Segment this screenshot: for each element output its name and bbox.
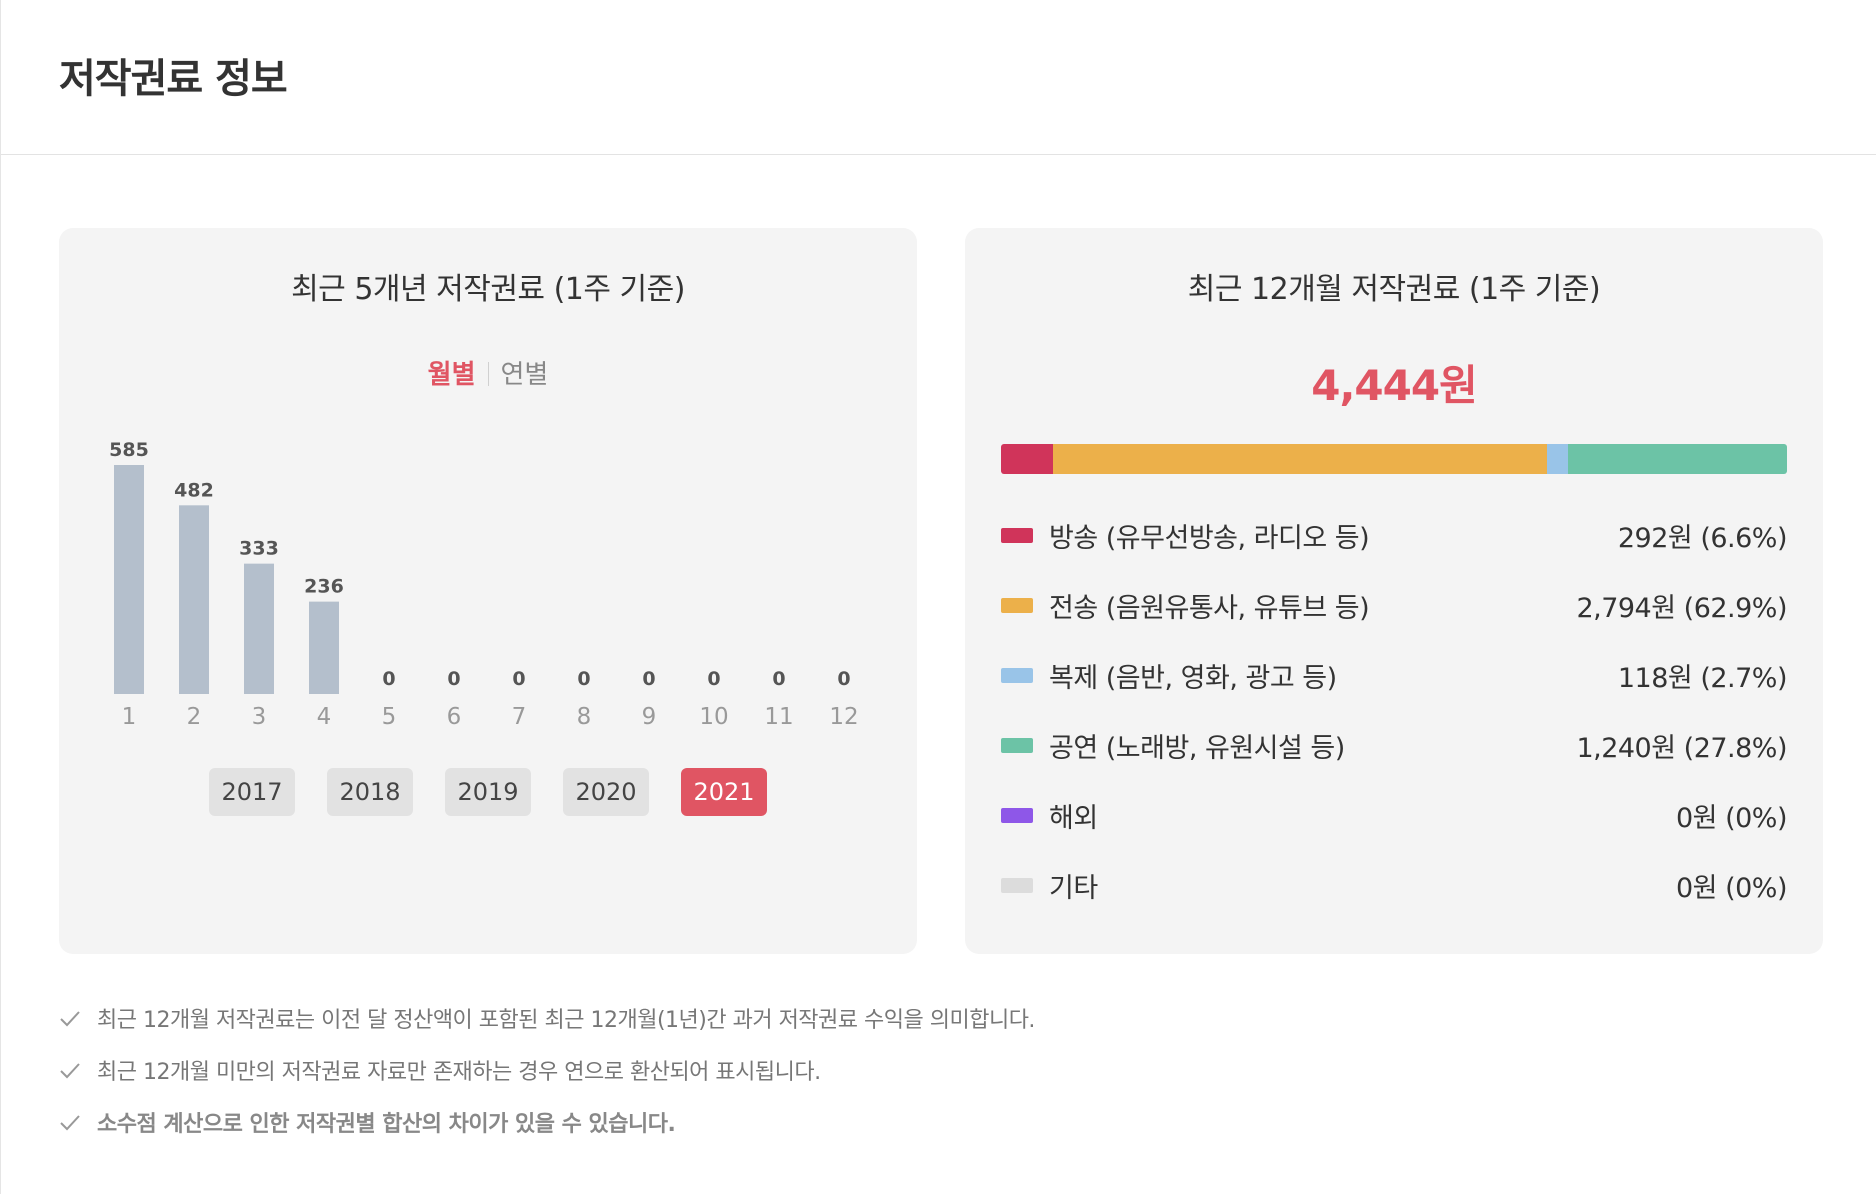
legend-label: 해외 xyxy=(1049,802,1098,834)
month-tick-label: 8 xyxy=(577,704,592,730)
legend-row: 전송 (음원유통사, 유튜브 등) 2,794원 (62.9%) xyxy=(1001,570,1787,640)
month-tick-label: 9 xyxy=(642,704,657,730)
bar-month-1 xyxy=(114,465,144,694)
period-toggle: 월별 연별 xyxy=(59,354,917,391)
month-tick-label: 6 xyxy=(447,704,462,730)
note-item: 최근 12개월 저작권료는 이전 달 정산액이 포함된 최근 12개월(1년)간… xyxy=(59,992,1035,1044)
month-tick-label: 2 xyxy=(187,704,202,730)
bar-value-label: 236 xyxy=(304,576,344,598)
year-selector: 2017 2018 2019 2020 2021 xyxy=(59,768,917,816)
year-button-2018[interactable]: 2018 xyxy=(327,768,413,816)
yearly-toggle[interactable]: 연별 xyxy=(500,360,549,390)
legend-swatch xyxy=(1001,807,1033,823)
legend-swatch xyxy=(1001,877,1033,893)
year-button-2020[interactable]: 2020 xyxy=(563,768,649,816)
total-royalty-amount: 4,444원 xyxy=(1311,361,1478,410)
month-tick-label: 5 xyxy=(382,704,397,730)
twelve-month-panel-title: 최근 12개월 저작권료 (1주 기준) xyxy=(1187,272,1601,307)
legend-value: 0원 (0%) xyxy=(1675,872,1788,904)
legend-swatch xyxy=(1001,527,1033,543)
bar-month-2 xyxy=(179,505,209,694)
bar-value-label: 0 xyxy=(837,668,850,690)
note-text: 최근 12개월 저작권료는 이전 달 정산액이 포함된 최근 12개월(1년)간… xyxy=(97,1008,1035,1033)
bar-value-label: 0 xyxy=(707,668,720,690)
year-button-2017[interactable]: 2017 xyxy=(209,768,295,816)
legend-value: 292원 (6.6%) xyxy=(1617,522,1788,554)
monthly-toggle[interactable]: 월별 xyxy=(427,360,476,390)
legend-value: 0원 (0%) xyxy=(1675,802,1788,834)
twelve-month-royalty-panel: 최근 12개월 저작권료 (1주 기준) 4,444원 방송 (유무선방송, 라… xyxy=(965,228,1823,954)
legend-row: 해외 0원 (0%) xyxy=(1001,780,1788,850)
month-tick-label: 12 xyxy=(829,704,858,730)
note-item: 소수점 계산으로 인한 저작권별 합산의 차이가 있을 수 있습니다. xyxy=(59,1096,1035,1148)
month-tick-label: 7 xyxy=(512,704,527,730)
legend-row: 기타 0원 (0%) xyxy=(1001,850,1788,920)
royalty-share-stacked-bar xyxy=(1001,444,1787,474)
legend-label: 복제 (음반, 영화, 광고 등) xyxy=(1049,662,1337,694)
toggle-divider xyxy=(487,362,489,386)
stack-segment xyxy=(1568,444,1787,474)
page-header: 저작권료 정보 xyxy=(1,0,1876,155)
month-tick-label: 11 xyxy=(764,704,793,730)
check-icon xyxy=(60,1063,80,1079)
bar-value-label: 0 xyxy=(447,668,460,690)
check-icon xyxy=(60,1115,80,1131)
legend-label: 기타 xyxy=(1049,872,1098,904)
bar-value-label: 0 xyxy=(772,668,785,690)
bar-value-label: 0 xyxy=(577,668,590,690)
legend-value: 118원 (2.7%) xyxy=(1617,662,1788,694)
legend-row: 공연 (노래방, 유원시설 등) 1,240원 (27.8%) xyxy=(1001,710,1787,780)
bar-month-3 xyxy=(244,563,274,694)
legend-swatch xyxy=(1001,667,1033,683)
month-tick-label: 3 xyxy=(252,704,267,730)
five-year-royalty-panel: 최근 5개년 저작권료 (1주 기준) 월별 연별 585 1 482 2 333 3 236… xyxy=(59,228,917,954)
note-item: 최근 12개월 미만의 저작권료 자료만 존재하는 경우 연으로 환산되어 표시… xyxy=(59,1044,1035,1096)
year-button-2021[interactable]: 2021 xyxy=(681,768,767,816)
royalty-category-legend: 방송 (유무선방송, 라디오 등) 292원 (6.6%) 전송 (음원유통사, 유… xyxy=(1001,500,1788,920)
stack-segment xyxy=(1547,444,1569,474)
bar-value-label: 0 xyxy=(642,668,655,690)
bar-value-label: 0 xyxy=(512,668,525,690)
bar-value-label: 585 xyxy=(109,439,149,461)
bar-value-label: 0 xyxy=(382,668,395,690)
notes-list: 최근 12개월 저작권료는 이전 달 정산액이 포함된 최근 12개월(1년)간… xyxy=(59,992,1035,1148)
legend-value: 1,240원 (27.8%) xyxy=(1576,732,1787,764)
month-tick-label: 1 xyxy=(122,704,137,730)
bar-month-4 xyxy=(309,601,339,694)
legend-row: 복제 (음반, 영화, 광고 등) 118원 (2.7%) xyxy=(1001,640,1788,710)
legend-swatch xyxy=(1001,597,1033,613)
stack-segment xyxy=(1052,444,1548,474)
bar-value-label: 482 xyxy=(174,479,214,501)
page-title: 저작권료 정보 xyxy=(59,56,288,102)
legend-label: 전송 (음원유통사, 유튜브 등) xyxy=(1049,592,1370,624)
year-button-2019[interactable]: 2019 xyxy=(445,768,531,816)
stack-segment xyxy=(1001,444,1053,474)
bar-value-label: 333 xyxy=(239,538,279,560)
legend-label: 공연 (노래방, 유원시설 등) xyxy=(1049,732,1345,764)
legend-value: 2,794원 (62.9%) xyxy=(1576,592,1787,624)
five-year-panel-title: 최근 5개년 저작권료 (1주 기준) xyxy=(291,272,685,307)
month-tick-label: 4 xyxy=(317,704,332,730)
check-icon xyxy=(60,1011,80,1027)
legend-swatch xyxy=(1001,737,1033,753)
note-text: 최근 12개월 미만의 저작권료 자료만 존재하는 경우 연으로 환산되어 표시… xyxy=(97,1060,821,1085)
note-text: 소수점 계산으로 인한 저작권별 합산의 차이가 있을 수 있습니다. xyxy=(97,1112,676,1137)
legend-row: 방송 (유무선방송, 라디오 등) 292원 (6.6%) xyxy=(1001,500,1788,570)
month-tick-label: 10 xyxy=(699,704,728,730)
legend-label: 방송 (유무선방송, 라디오 등) xyxy=(1049,522,1370,554)
